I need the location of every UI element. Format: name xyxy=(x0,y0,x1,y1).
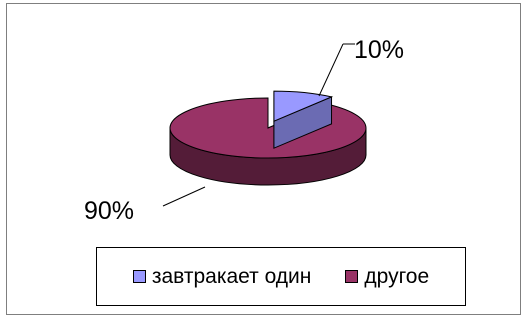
legend-label-other: другое xyxy=(364,264,430,288)
label-leader-line-90 xyxy=(162,186,206,207)
legend-label-eats-alone: завтракает один xyxy=(151,264,312,288)
slice-1-top xyxy=(169,97,367,159)
data-label-90: 90% xyxy=(84,197,134,225)
legend: завтракает один другое xyxy=(96,247,466,306)
label-leader-line-10 xyxy=(318,43,344,97)
legend-item-other: другое xyxy=(345,265,429,289)
slice-0-top xyxy=(273,90,334,122)
data-label-10: 10% xyxy=(354,36,404,64)
legend-swatch-eats-alone xyxy=(132,270,146,283)
legend-item-eats-alone: завтракает один xyxy=(132,264,312,289)
legend-swatch-other xyxy=(345,270,359,283)
